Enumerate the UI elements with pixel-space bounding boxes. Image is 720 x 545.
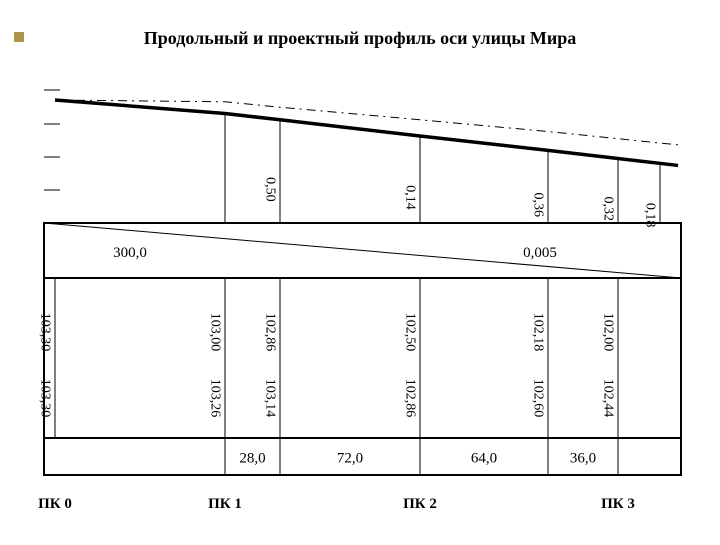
svg-text:300,0: 300,0 xyxy=(113,245,147,261)
svg-text:103,30: 103,30 xyxy=(38,313,53,352)
svg-text:72,0: 72,0 xyxy=(337,451,363,467)
svg-text:102,50: 102,50 xyxy=(403,313,418,352)
svg-text:0,32: 0,32 xyxy=(601,197,616,222)
svg-text:102,60: 102,60 xyxy=(531,379,546,418)
svg-text:102,86: 102,86 xyxy=(263,313,278,352)
svg-text:103,14: 103,14 xyxy=(263,379,278,418)
svg-text:64,0: 64,0 xyxy=(471,451,497,467)
svg-text:103,30: 103,30 xyxy=(38,379,53,418)
svg-text:28,0: 28,0 xyxy=(239,451,265,467)
svg-text:36,0: 36,0 xyxy=(570,451,596,467)
page-title: Продольный и проектный профиль оси улицы… xyxy=(0,28,720,49)
profile-diagram: 0,500,140,360,320,18300,00,005103,30103,… xyxy=(0,0,720,540)
svg-text:0,36: 0,36 xyxy=(531,192,546,217)
svg-text:0,14: 0,14 xyxy=(403,185,418,210)
svg-text:ПК 0: ПК 0 xyxy=(38,496,72,512)
svg-text:ПК 1: ПК 1 xyxy=(208,496,242,512)
svg-text:ПК 3: ПК 3 xyxy=(601,496,635,512)
svg-text:ПК 2: ПК 2 xyxy=(403,496,437,512)
svg-text:103,26: 103,26 xyxy=(208,379,223,418)
svg-text:102,18: 102,18 xyxy=(531,313,546,352)
svg-text:103,00: 103,00 xyxy=(208,313,223,352)
title-text: Продольный и проектный профиль оси улицы… xyxy=(144,28,577,48)
svg-text:0,005: 0,005 xyxy=(523,245,557,261)
svg-text:102,86: 102,86 xyxy=(403,379,418,418)
svg-text:102,00: 102,00 xyxy=(601,313,616,352)
svg-text:0,50: 0,50 xyxy=(263,177,278,202)
svg-text:102,44: 102,44 xyxy=(601,379,616,418)
